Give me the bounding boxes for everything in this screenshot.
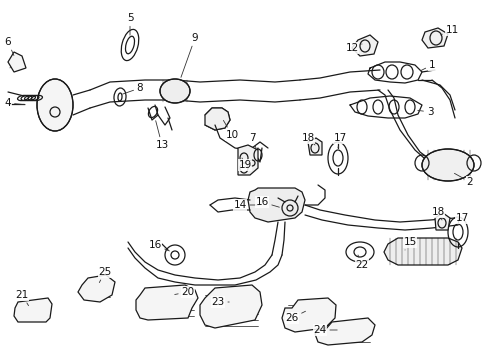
- Text: 20: 20: [174, 287, 194, 297]
- Text: 5: 5: [126, 13, 133, 35]
- Text: 18: 18: [301, 133, 314, 145]
- Polygon shape: [351, 35, 377, 56]
- Polygon shape: [421, 28, 447, 48]
- Polygon shape: [204, 108, 229, 130]
- Text: 6: 6: [5, 37, 14, 55]
- Polygon shape: [383, 238, 461, 265]
- Text: 22: 22: [355, 255, 368, 270]
- Polygon shape: [314, 318, 374, 345]
- Text: 4: 4: [5, 98, 25, 108]
- Text: 25: 25: [98, 267, 111, 283]
- Ellipse shape: [421, 149, 473, 181]
- Text: 19: 19: [238, 158, 251, 170]
- Text: 26: 26: [285, 311, 305, 323]
- Text: 23: 23: [211, 297, 229, 307]
- Ellipse shape: [160, 79, 190, 103]
- Text: 17: 17: [333, 133, 346, 148]
- Ellipse shape: [37, 79, 73, 131]
- Polygon shape: [307, 138, 321, 155]
- Text: 9: 9: [181, 33, 198, 77]
- Polygon shape: [8, 52, 26, 72]
- Text: 11: 11: [440, 25, 458, 35]
- Polygon shape: [238, 145, 258, 175]
- Polygon shape: [200, 285, 262, 328]
- Text: 17: 17: [454, 213, 468, 225]
- Text: 2: 2: [453, 174, 472, 187]
- Polygon shape: [136, 285, 198, 320]
- Text: 14: 14: [233, 200, 259, 210]
- Text: 3: 3: [417, 107, 432, 117]
- Text: 12: 12: [345, 43, 361, 53]
- Text: 13: 13: [155, 121, 168, 150]
- Text: 10: 10: [223, 120, 238, 140]
- Text: 18: 18: [430, 207, 444, 220]
- Polygon shape: [247, 188, 305, 222]
- Text: 1: 1: [420, 60, 434, 71]
- Text: 7: 7: [248, 133, 256, 148]
- Text: 16: 16: [255, 197, 279, 207]
- Polygon shape: [434, 213, 449, 230]
- Polygon shape: [78, 275, 115, 302]
- Text: 15: 15: [403, 237, 416, 250]
- Polygon shape: [14, 298, 52, 322]
- Text: 24: 24: [313, 325, 337, 335]
- Text: 8: 8: [122, 83, 143, 94]
- Text: 16: 16: [148, 240, 169, 251]
- Text: 21: 21: [15, 290, 29, 306]
- Polygon shape: [282, 298, 335, 332]
